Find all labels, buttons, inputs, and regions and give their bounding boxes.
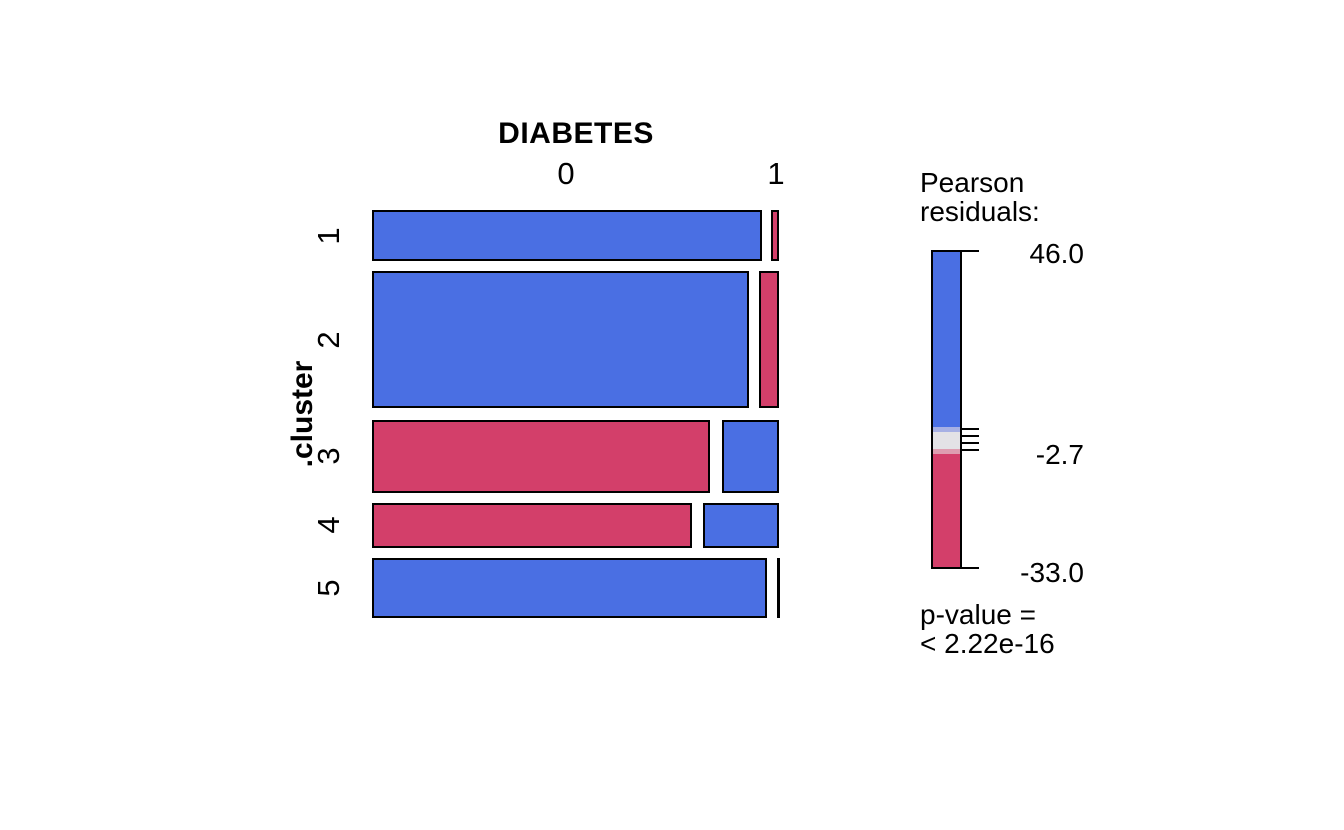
legend-segment-band_light_blue [933, 427, 960, 432]
legend-segment-positive [933, 252, 960, 427]
legend-max-value: 46.0 [1029, 238, 1085, 269]
legend-tick [960, 435, 979, 437]
mosaic-tile-cluster4-diabetes0 [372, 503, 692, 548]
mosaic-tile-cluster5-diabetes1 [777, 558, 780, 618]
mosaic-tile-cluster1-diabetes0 [372, 210, 762, 261]
legend-mid-value: -2.7 [1035, 439, 1084, 470]
mosaic-tile-cluster2-diabetes0 [372, 271, 749, 408]
legend-segment-band_pink [933, 449, 960, 454]
legend-tick [960, 449, 979, 451]
legend-gradient-bar [931, 252, 962, 567]
legend-pvalue: p-value = < 2.22e-16 [920, 600, 1055, 658]
legend-tick [960, 428, 979, 430]
legend-segment-band_gray [933, 432, 960, 449]
legend-title-line2: residuals: [920, 196, 1040, 227]
legend-pvalue-line1: p-value = [920, 599, 1036, 630]
legend-min-value: -33.0 [1020, 557, 1084, 588]
legend-top-cap-line [931, 250, 979, 252]
x-category-label-0: 0 [557, 156, 575, 191]
legend-segment-negative [933, 454, 960, 567]
x-category-label-1: 1 [767, 156, 785, 191]
x-variable-title: DIABETES [498, 117, 654, 150]
legend-pvalue-line2: < 2.22e-16 [920, 628, 1055, 659]
mosaic-tile-cluster5-diabetes0 [372, 558, 767, 618]
legend-title: Pearson residuals: [920, 168, 1040, 226]
legend-tick [960, 442, 979, 444]
mosaic-tile-cluster1-diabetes1 [771, 210, 779, 261]
mosaic-tile-cluster3-diabetes0 [372, 420, 710, 493]
legend: Pearson residuals: 46.0 -2.7 -33.0 p-val… [900, 160, 1160, 670]
mosaic-tile-cluster3-diabetes1 [722, 420, 779, 493]
legend-bottom-cap-line [931, 567, 979, 569]
mosaic-tile-cluster2-diabetes1 [759, 271, 779, 408]
legend-title-line1: Pearson [920, 167, 1025, 198]
mosaic-tile-cluster4-diabetes1 [703, 503, 779, 548]
